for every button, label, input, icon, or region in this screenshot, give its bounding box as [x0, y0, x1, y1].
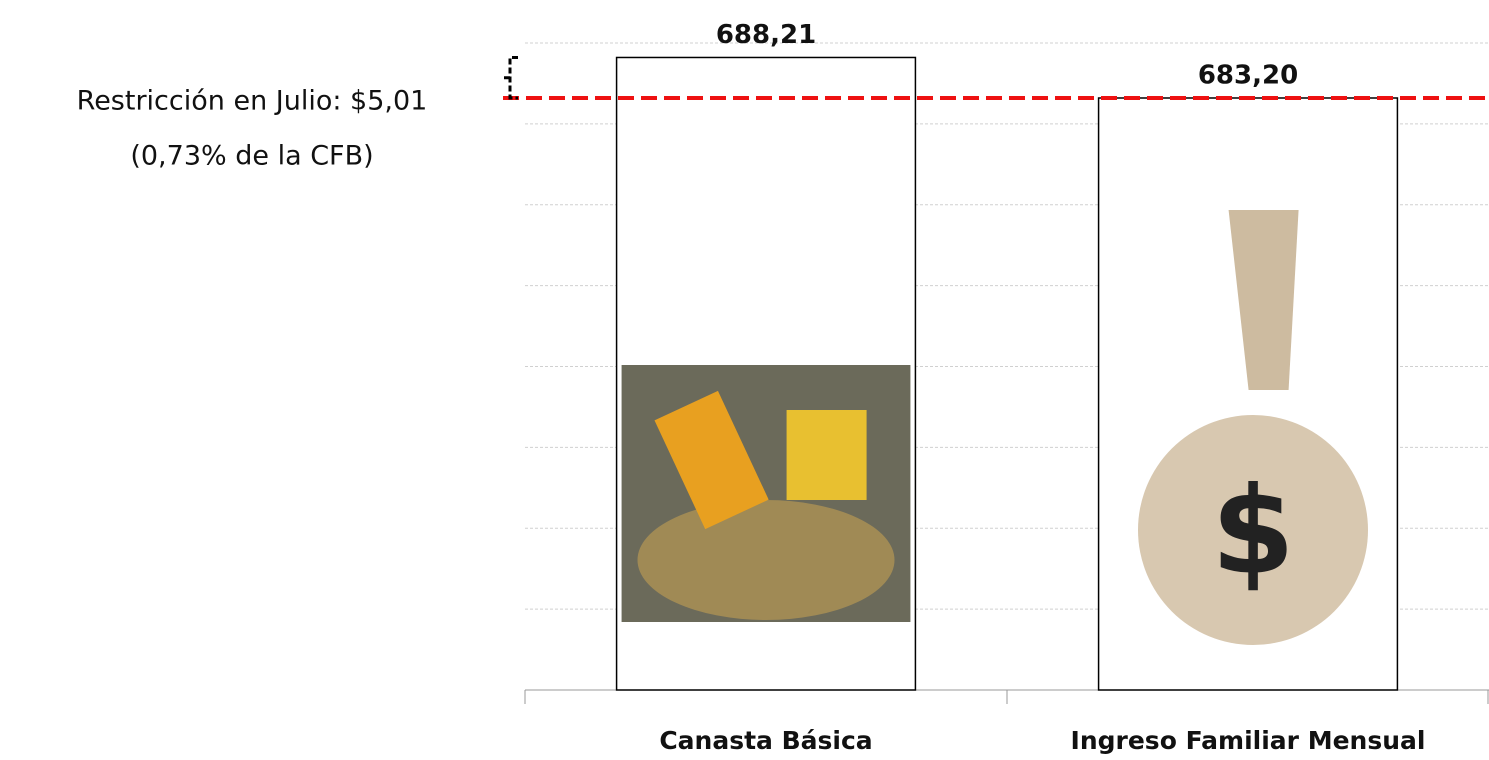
value-label: 683,20 — [1198, 60, 1298, 90]
x-tick-label: Canasta Básica — [659, 726, 872, 755]
annotation: Restricción en Julio: $5,01 — [77, 86, 428, 117]
picture — [786, 410, 867, 500]
value-label: 688,21 — [716, 20, 816, 50]
picture — [1138, 415, 1368, 645]
picture — [1228, 210, 1299, 390]
restriction-bracket — [503, 55, 518, 100]
annotation: (0,73% de la CFB) — [130, 141, 373, 172]
picture — [637, 500, 895, 620]
picture: $ — [1211, 463, 1295, 602]
x-tick-label: Ingreso Familiar Mensual — [1071, 726, 1426, 755]
picture — [654, 390, 769, 530]
